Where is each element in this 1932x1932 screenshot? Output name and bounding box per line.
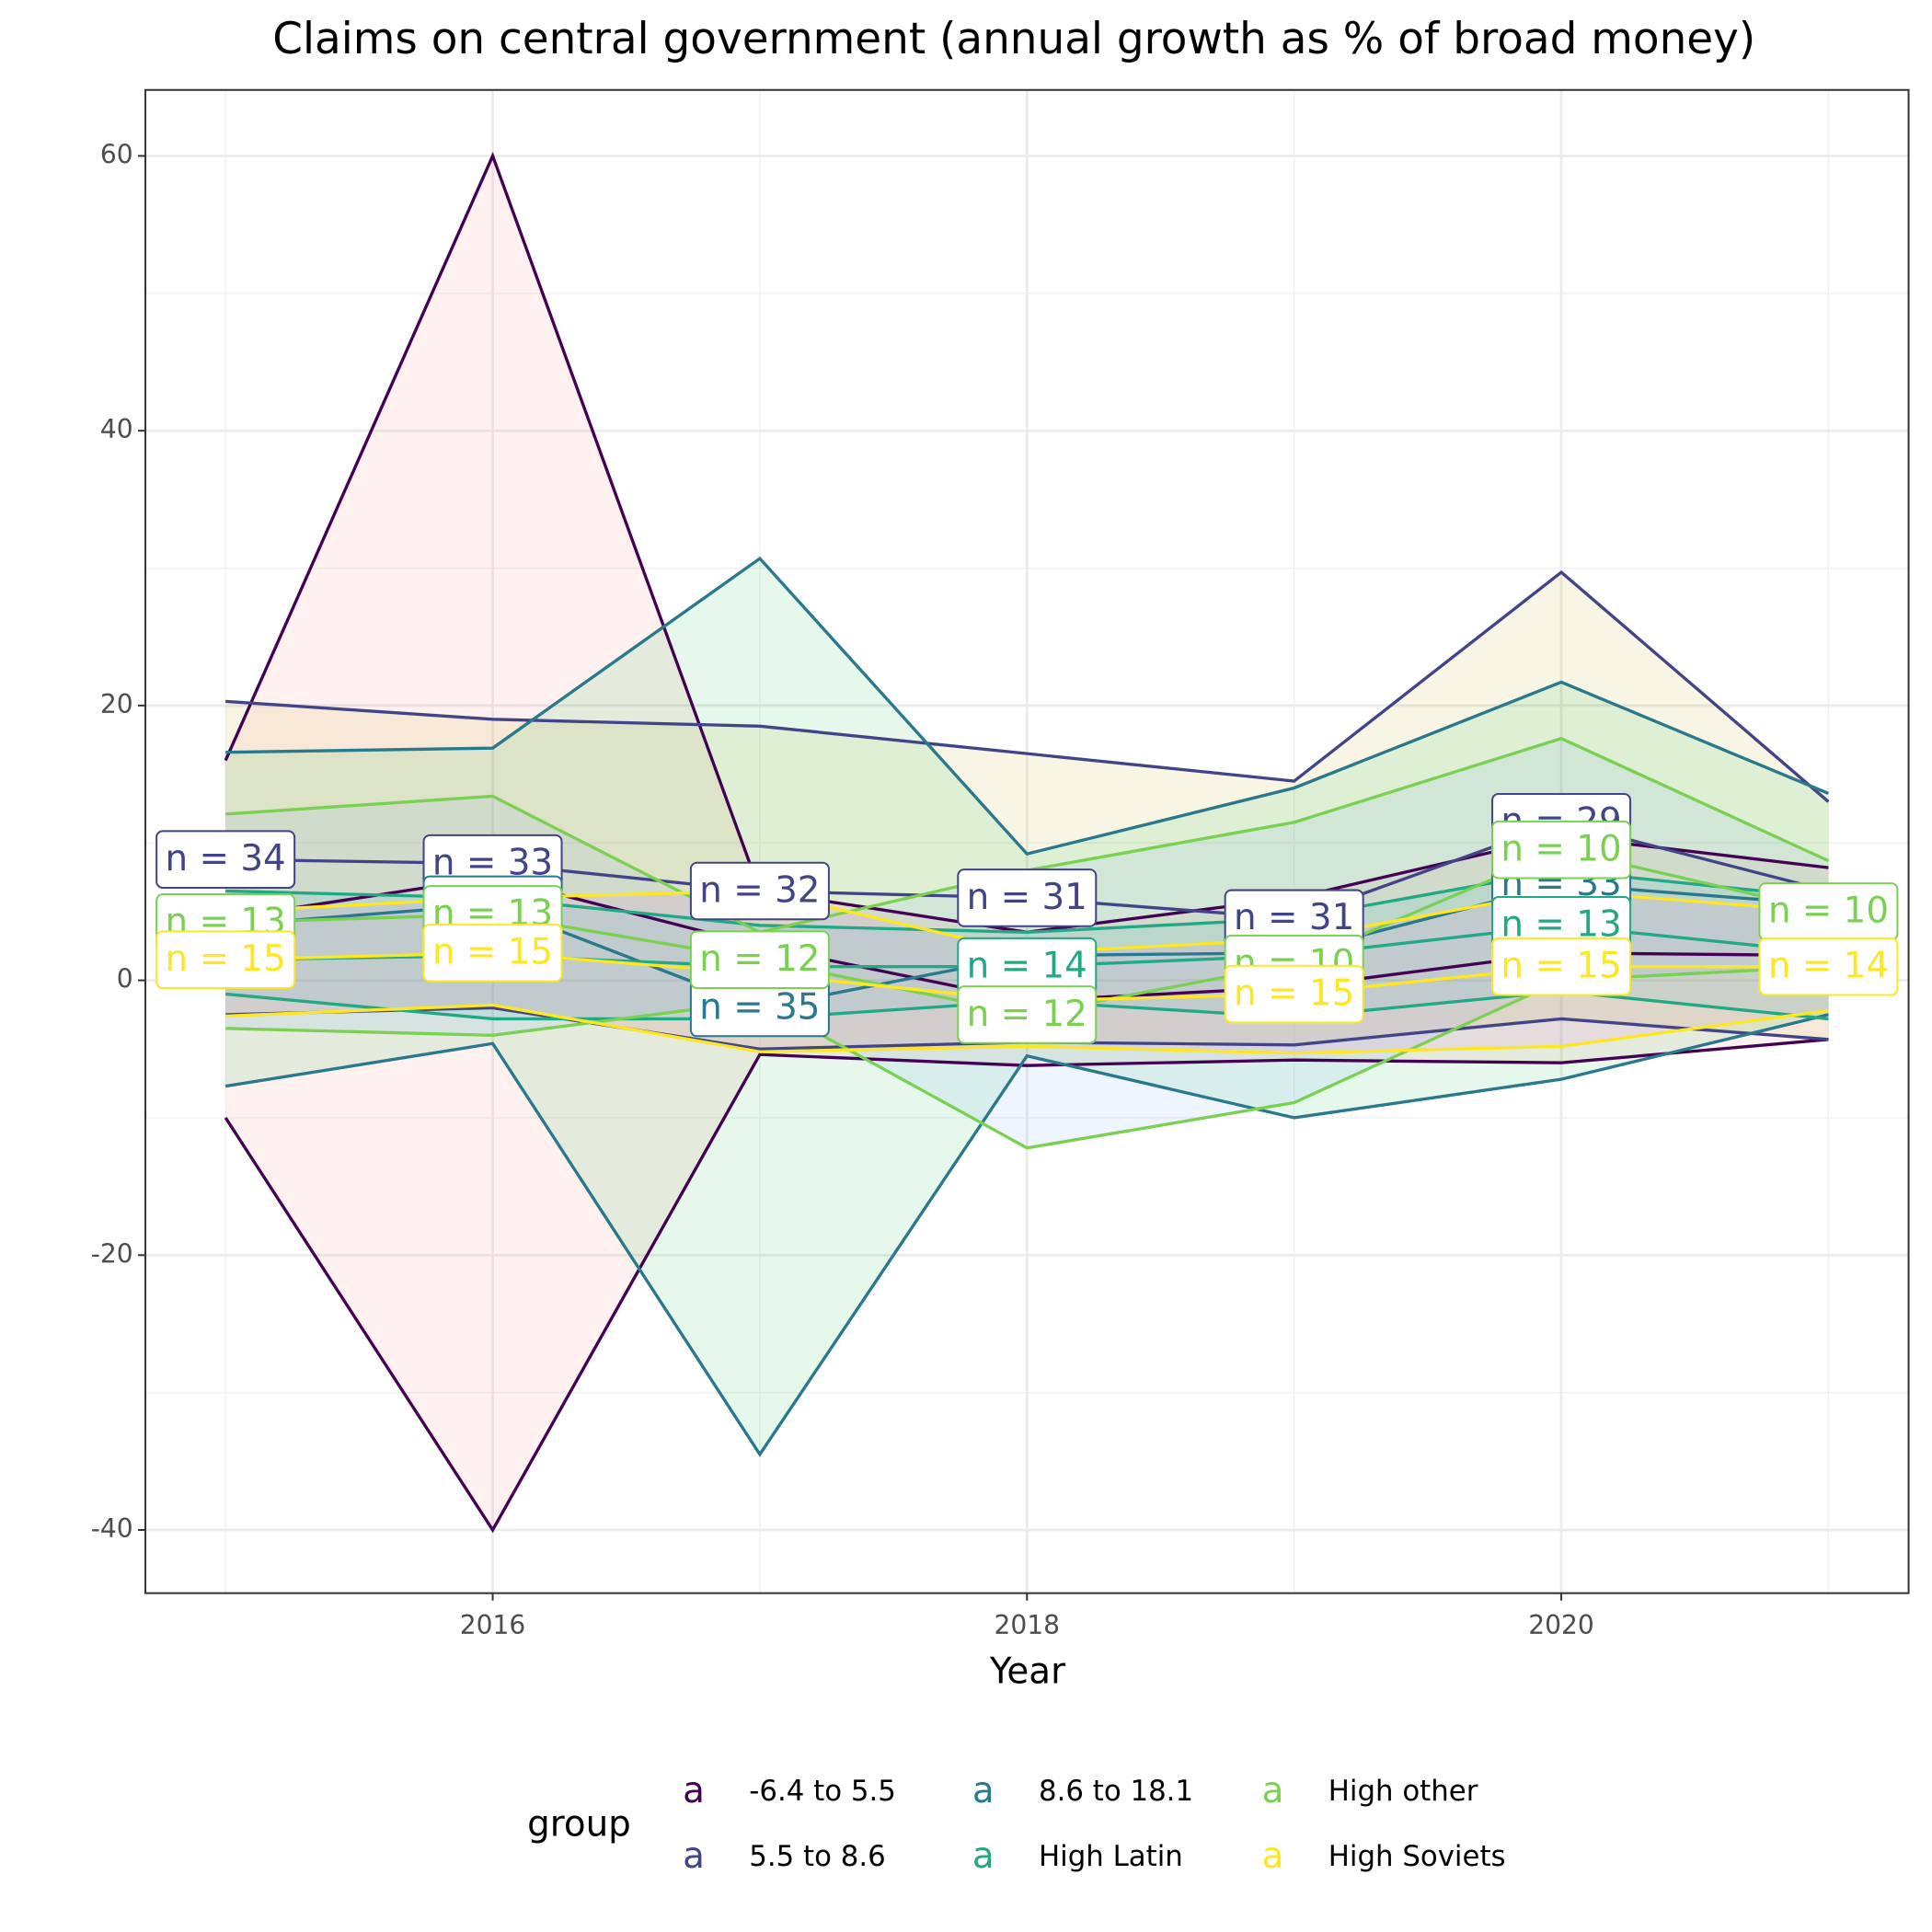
y-tick-label: 40 xyxy=(100,414,133,444)
label-box xyxy=(155,930,296,989)
legend-key: a xyxy=(1262,1770,1284,1811)
y-tick-label: 60 xyxy=(100,139,133,169)
label-text: n = 15 xyxy=(1234,972,1354,1014)
label-text: n = 34 xyxy=(166,838,286,880)
count-label: n = 14 xyxy=(1758,937,1899,996)
min-line xyxy=(224,1038,1829,1534)
legend-key: a xyxy=(1262,1835,1284,1877)
count-label: n = 35 xyxy=(689,978,830,1038)
count-label: n = 15 xyxy=(1224,964,1364,1024)
label-text: n = 14 xyxy=(1768,945,1889,986)
y-tick-label: 0 xyxy=(117,964,133,995)
x-axis-title: Year xyxy=(989,1650,1065,1692)
legend-label: 5.5 to 8.6 xyxy=(749,1840,885,1873)
count-label: n = 12 xyxy=(689,930,830,989)
min-line xyxy=(224,1013,1829,1457)
label-text: n = 12 xyxy=(967,994,1087,1035)
label-box xyxy=(689,930,830,989)
count-label: n = 31 xyxy=(957,868,1098,927)
chart-title: Claims on central government (annual gro… xyxy=(272,14,1755,64)
x-tick-label: 2020 xyxy=(1528,1610,1594,1640)
ribbon xyxy=(225,571,1829,1050)
count-label: n = 12 xyxy=(957,985,1098,1044)
count-label: n = 10 xyxy=(1491,820,1632,880)
label-text: n = 15 xyxy=(1501,945,1621,986)
x-tick-label: 2016 xyxy=(460,1610,526,1640)
min-line xyxy=(225,1003,1829,1055)
label-text: n = 15 xyxy=(432,932,553,973)
legend-key: a xyxy=(972,1770,995,1811)
count-label: n = 34 xyxy=(155,830,296,889)
label-text: n = 12 xyxy=(699,938,820,980)
label-box xyxy=(957,868,1098,927)
label-text: n = 31 xyxy=(967,877,1087,918)
plot-border xyxy=(144,88,1910,1594)
y-tick-label: -20 xyxy=(91,1238,133,1269)
max-line xyxy=(225,569,1830,803)
ribbon xyxy=(225,155,1829,1530)
label-box xyxy=(1491,937,1632,996)
count-label: n = 31 xyxy=(1224,889,1364,949)
label-box xyxy=(155,830,296,889)
max-line xyxy=(225,556,1830,857)
legend-label: High Soviets xyxy=(1328,1840,1506,1873)
legend-key: a xyxy=(683,1835,705,1877)
legend-label: 8.6 to 18.1 xyxy=(1039,1775,1193,1808)
y-tick-label: -40 xyxy=(91,1513,133,1544)
legend-key: a xyxy=(972,1835,995,1877)
legend-label: High Latin xyxy=(1039,1840,1183,1873)
legend-title: group xyxy=(527,1803,631,1845)
count-label: n = 15 xyxy=(155,930,296,989)
label-box xyxy=(1224,964,1364,1024)
legend-key: a xyxy=(683,1770,705,1811)
label-box xyxy=(957,985,1098,1044)
count-label: n = 15 xyxy=(422,923,563,983)
legend-label: -6.4 to 5.5 xyxy=(749,1775,896,1808)
count-label: n = 15 xyxy=(1491,937,1632,996)
label-box xyxy=(1758,937,1899,996)
label-text: n = 32 xyxy=(699,869,820,911)
count-label: n = 14 xyxy=(957,937,1098,996)
x-tick-label: 2018 xyxy=(995,1610,1061,1640)
count-label: n = 32 xyxy=(689,861,830,921)
label-text: n = 35 xyxy=(699,986,820,1028)
label-box xyxy=(422,923,563,983)
label-text: n = 14 xyxy=(967,945,1087,986)
y-tick-label: 20 xyxy=(100,689,133,719)
label-text: n = 15 xyxy=(166,938,286,980)
label-text: n = 31 xyxy=(1234,897,1354,938)
count-label: n = 10 xyxy=(1758,882,1899,941)
label-text: n = 10 xyxy=(1501,829,1621,870)
label-box xyxy=(1491,820,1632,880)
legend-label: High other xyxy=(1328,1775,1478,1808)
label-text: n = 10 xyxy=(1768,891,1889,932)
label-box xyxy=(689,861,830,921)
